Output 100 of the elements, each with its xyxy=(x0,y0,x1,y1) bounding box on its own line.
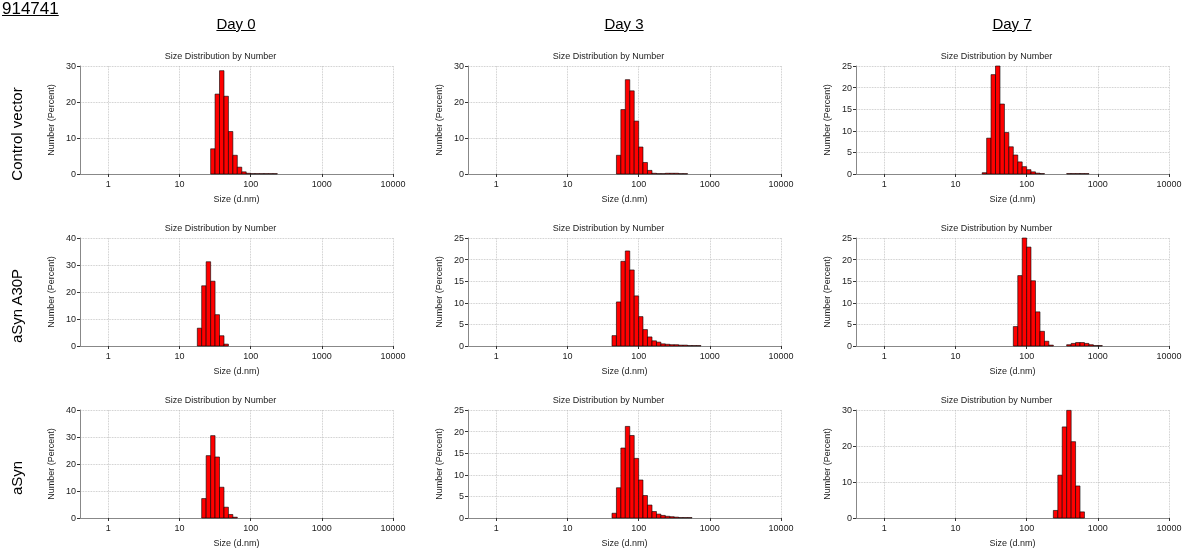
y-axis-title: Number (Percent) xyxy=(821,84,832,156)
y-tick-label: 10 xyxy=(65,486,76,496)
y-tick-label: 15 xyxy=(453,448,464,459)
y-tick-label: 0 xyxy=(846,341,852,351)
y-tick-label: 10 xyxy=(65,133,76,143)
x-tick-label: 10 xyxy=(950,178,961,189)
chart-title: Size Distribution by Number xyxy=(552,222,665,233)
y-tick-label: 0 xyxy=(458,513,464,523)
y-tick-label: 40 xyxy=(65,405,76,415)
y-tick-label: 0 xyxy=(70,513,76,523)
x-tick-label: 1 xyxy=(105,350,111,361)
x-tick-label: 100 xyxy=(243,178,259,189)
x-tick-label: 1000 xyxy=(1087,178,1108,189)
x-tick-label: 10 xyxy=(174,522,185,533)
x-tick-label: 10000 xyxy=(380,522,406,533)
x-tick-label: 1 xyxy=(105,522,111,533)
x-tick-label: 10 xyxy=(174,350,185,361)
y-tick-label: 15 xyxy=(453,276,464,287)
x-tick-label: 1000 xyxy=(311,522,332,533)
y-tick-label: 25 xyxy=(453,405,464,415)
x-tick-label: 10000 xyxy=(1156,178,1182,189)
y-tick-label: 5 xyxy=(458,491,464,502)
x-tick-label: 10 xyxy=(562,178,573,189)
y-tick-label: 10 xyxy=(453,297,464,308)
x-tick-label: 10000 xyxy=(1156,522,1182,533)
x-tick-label: 100 xyxy=(631,522,647,533)
x-tick-label: 10000 xyxy=(768,522,794,533)
chart-title: Size Distribution by Number xyxy=(164,394,277,405)
x-tick-label: 100 xyxy=(1019,350,1035,361)
x-tick-label: 10 xyxy=(562,522,573,533)
text: aSyn A30P xyxy=(7,268,25,344)
text: Day 3 xyxy=(604,15,644,32)
chart-title: Size Distribution by Number xyxy=(164,222,277,233)
x-axis-title: Size (d.nm) xyxy=(989,365,1036,376)
y-tick-label: 30 xyxy=(65,432,76,442)
y-axis-title: Number (Percent) xyxy=(45,84,56,156)
y-axis-title: Number (Percent) xyxy=(821,428,832,500)
x-tick-label: 100 xyxy=(631,178,647,189)
chart-title: Size Distribution by Number xyxy=(552,50,665,61)
y-tick-label: 40 xyxy=(65,233,76,243)
y-tick-label: 25 xyxy=(841,61,852,71)
x-tick-label: 10000 xyxy=(768,178,794,189)
x-tick-label: 1 xyxy=(881,522,887,533)
y-tick-label: 20 xyxy=(65,459,76,469)
chart-title: Size Distribution by Number xyxy=(940,50,1053,61)
text: Day 7 xyxy=(992,15,1032,32)
x-tick-label: 1 xyxy=(881,350,887,361)
x-axis-title: Size (d.nm) xyxy=(989,537,1036,548)
x-tick-label: 1 xyxy=(105,178,111,189)
x-axis-title: Size (d.nm) xyxy=(601,365,648,376)
y-tick-label: 5 xyxy=(458,319,464,330)
x-axis-title: Size (d.nm) xyxy=(601,193,648,204)
y-tick-label: 10 xyxy=(841,125,852,136)
chart-title: Size Distribution by Number xyxy=(940,394,1053,405)
text: Day 0 xyxy=(216,15,256,32)
x-axis-title: Size (d.nm) xyxy=(601,537,648,548)
x-tick-label: 100 xyxy=(631,350,647,361)
x-tick-label: 1 xyxy=(493,178,499,189)
y-tick-label: 30 xyxy=(453,61,464,71)
x-tick-label: 1000 xyxy=(311,350,332,361)
x-tick-label: 10000 xyxy=(1156,350,1182,361)
y-tick-label: 20 xyxy=(841,82,852,93)
y-tick-label: 20 xyxy=(841,441,852,451)
y-tick-label: 25 xyxy=(841,233,852,243)
y-axis-title: Number (Percent) xyxy=(821,256,832,328)
y-tick-label: 0 xyxy=(846,169,852,179)
x-tick-label: 10 xyxy=(950,350,961,361)
x-tick-label: 10000 xyxy=(768,350,794,361)
y-tick-label: 15 xyxy=(841,276,852,287)
x-tick-label: 100 xyxy=(1019,522,1035,533)
x-tick-label: 1000 xyxy=(1087,350,1108,361)
y-axis-title: Number (Percent) xyxy=(45,256,56,328)
y-tick-label: 10 xyxy=(841,297,852,308)
x-tick-label: 1000 xyxy=(1087,522,1108,533)
x-tick-label: 10 xyxy=(174,178,185,189)
y-axis-title: Number (Percent) xyxy=(45,428,56,500)
y-tick-label: 20 xyxy=(841,254,852,265)
y-axis-title: Number (Percent) xyxy=(433,428,444,500)
x-tick-label: 1000 xyxy=(699,350,720,361)
y-tick-label: 0 xyxy=(458,169,464,179)
y-tick-label: 15 xyxy=(841,104,852,115)
y-tick-label: 0 xyxy=(846,513,852,523)
y-tick-label: 20 xyxy=(453,254,464,265)
y-axis-title: Number (Percent) xyxy=(433,256,444,328)
y-tick-label: 30 xyxy=(841,405,852,415)
y-tick-label: 10 xyxy=(65,314,76,324)
x-tick-label: 1 xyxy=(493,522,499,533)
x-tick-label: 100 xyxy=(243,350,259,361)
x-tick-label: 1000 xyxy=(699,522,720,533)
text: Control vector xyxy=(7,87,25,181)
x-tick-label: 100 xyxy=(243,522,259,533)
y-tick-label: 0 xyxy=(458,341,464,351)
y-tick-label: 10 xyxy=(841,477,852,487)
y-tick-label: 5 xyxy=(846,147,852,158)
y-tick-label: 25 xyxy=(453,233,464,243)
x-axis-title: Size (d.nm) xyxy=(213,193,260,204)
y-tick-label: 10 xyxy=(453,469,464,480)
y-tick-label: 30 xyxy=(65,61,76,71)
y-axis-title: Number (Percent) xyxy=(433,84,444,156)
text: aSyn xyxy=(7,460,25,496)
